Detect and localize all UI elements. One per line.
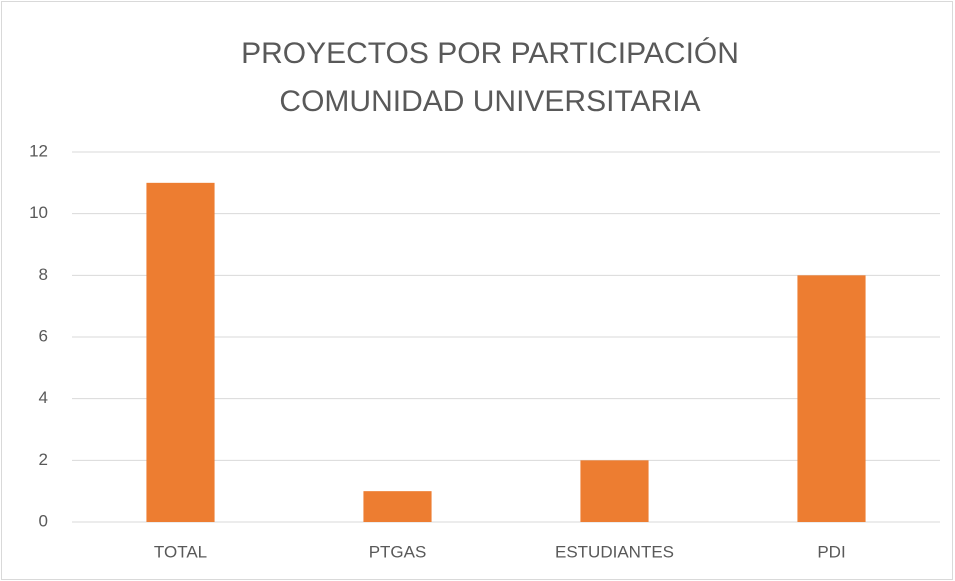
- y-tick-label: 8: [39, 265, 48, 284]
- y-tick-label: 4: [39, 388, 48, 407]
- y-tick-label: 6: [39, 326, 48, 345]
- y-tick-label: 12: [29, 141, 48, 160]
- bar: [797, 275, 866, 522]
- bar: [146, 182, 215, 523]
- y-tick-label: 0: [39, 511, 48, 530]
- x-tick-label: TOTAL: [154, 542, 207, 561]
- y-tick-label: 2: [39, 450, 48, 469]
- chart-title: PROYECTOS POR PARTICIPACIÓN COMUNIDAD UN…: [241, 37, 739, 118]
- y-tick-label: 10: [29, 203, 48, 222]
- x-tick-label: PTGAS: [369, 542, 427, 561]
- bar: [580, 460, 649, 522]
- x-tick-label: ESTUDIANTES: [555, 542, 674, 561]
- x-tick-label: PDI: [817, 542, 845, 561]
- bar: [363, 491, 432, 522]
